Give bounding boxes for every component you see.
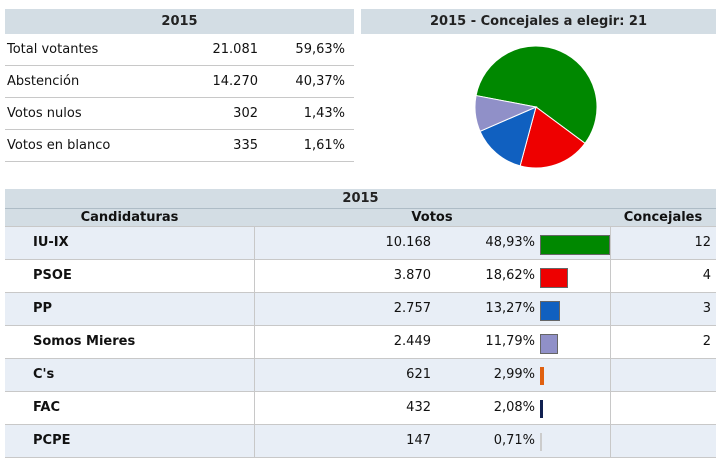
candidate-name: FAC xyxy=(5,392,255,424)
candidate-name: Somos Mieres xyxy=(5,326,255,358)
summary-row: Total votantes 21.081 59,63% xyxy=(5,34,354,66)
summary-percent: 40,37% xyxy=(295,74,345,89)
vote-bar xyxy=(540,235,610,255)
summary-table: 2015 Total votantes 21.081 59,63% Abstenció… xyxy=(5,9,354,162)
results-row: IU-IX 10.168 48,93% 12 xyxy=(5,226,716,259)
results-row: FAC 432 2,08% xyxy=(5,391,716,424)
candidate-seats: 12 xyxy=(694,235,711,250)
candidate-seats: 4 xyxy=(702,268,711,283)
candidate-seats: 3 xyxy=(702,301,711,316)
seats-column-header: Concejales xyxy=(623,210,703,225)
results-row: PCPE 147 0,71% xyxy=(5,424,716,457)
vote-bar-cell xyxy=(536,293,611,325)
candidate-percent: 13,27% xyxy=(485,301,535,316)
summary-percent: 1,43% xyxy=(303,106,345,121)
summary-label: Total votantes xyxy=(7,42,99,57)
candidate-percent: 18,62% xyxy=(485,268,535,283)
results-column-headers: Candidaturas Votos Concejales xyxy=(5,208,716,226)
candidates-column-header: Candidaturas xyxy=(80,210,179,225)
candidate-name: PCPE xyxy=(5,425,255,457)
candidate-votes: 2.757 xyxy=(393,301,431,316)
results-row: C's 621 2,99% xyxy=(5,358,716,391)
summary-header: 2015 xyxy=(5,9,354,34)
candidate-name: PSOE xyxy=(5,260,255,292)
summary-value: 21.081 xyxy=(212,42,259,57)
summary-percent: 59,63% xyxy=(295,42,345,57)
candidate-name: C's xyxy=(5,359,255,391)
pie-slice-iu-ix xyxy=(475,45,598,144)
summary-row: Votos en blanco 335 1,61% xyxy=(5,130,354,162)
candidate-seats: 2 xyxy=(702,334,711,349)
vote-bar xyxy=(540,433,542,451)
vote-bar-cell xyxy=(536,260,611,292)
pie-slice-somos-mieres xyxy=(474,94,538,132)
summary-value: 14.270 xyxy=(212,74,259,89)
vote-bar-cell xyxy=(536,425,611,457)
summary-row: Votos nulos 302 1,43% xyxy=(5,98,354,130)
candidate-votes: 3.870 xyxy=(393,268,431,283)
vote-bar xyxy=(540,334,559,354)
candidate-votes: 2.449 xyxy=(393,334,431,349)
candidate-seats xyxy=(611,425,716,457)
candidate-votes: 432 xyxy=(406,400,431,415)
summary-label: Abstención xyxy=(7,74,80,89)
vote-bar xyxy=(540,367,545,385)
results-row: Somos Mieres 2.449 11,79% 2 xyxy=(5,325,716,358)
summary-label: Votos en blanco xyxy=(7,138,111,153)
candidate-percent: 0,71% xyxy=(493,433,535,448)
vote-bar-cell xyxy=(536,227,611,259)
candidate-votes: 147 xyxy=(406,433,431,448)
candidate-percent: 2,99% xyxy=(493,367,535,382)
candidate-seats xyxy=(611,359,716,391)
vote-bar xyxy=(540,268,568,288)
candidate-percent: 2,08% xyxy=(493,400,535,415)
seats-pie-chart xyxy=(474,45,598,169)
results-header: 2015 xyxy=(5,189,716,208)
results-table: 2015 Candidaturas Votos Concejales IU-IX… xyxy=(5,189,716,458)
results-row: PSOE 3.870 18,62% 4 xyxy=(5,259,716,292)
candidate-name: IU-IX xyxy=(5,227,255,259)
vote-bar-cell xyxy=(536,359,611,391)
results-row: PP 2.757 13,27% 3 xyxy=(5,292,716,325)
summary-label: Votos nulos xyxy=(7,106,82,121)
pie-slice-psoe xyxy=(519,106,586,169)
candidate-seats xyxy=(611,392,716,424)
summary-row: Abstención 14.270 40,37% xyxy=(5,66,354,98)
candidate-votes: 621 xyxy=(406,367,431,382)
summary-value: 335 xyxy=(233,138,258,153)
candidate-votes: 10.168 xyxy=(385,235,432,250)
candidate-percent: 11,79% xyxy=(485,334,535,349)
vote-bar-cell xyxy=(536,326,611,358)
votes-column-header: Votos xyxy=(411,210,453,225)
pie-slice-pp xyxy=(479,106,537,167)
vote-bar xyxy=(540,400,543,418)
summary-percent: 1,61% xyxy=(303,138,345,153)
pie-title: 2015 - Concejales a elegir: 21 xyxy=(361,9,716,34)
seats-pie-panel: 2015 - Concejales a elegir: 21 xyxy=(361,9,716,169)
summary-value: 302 xyxy=(233,106,258,121)
candidate-name: PP xyxy=(5,293,255,325)
candidate-percent: 48,93% xyxy=(485,235,535,250)
vote-bar xyxy=(540,301,561,321)
vote-bar-cell xyxy=(536,392,611,424)
